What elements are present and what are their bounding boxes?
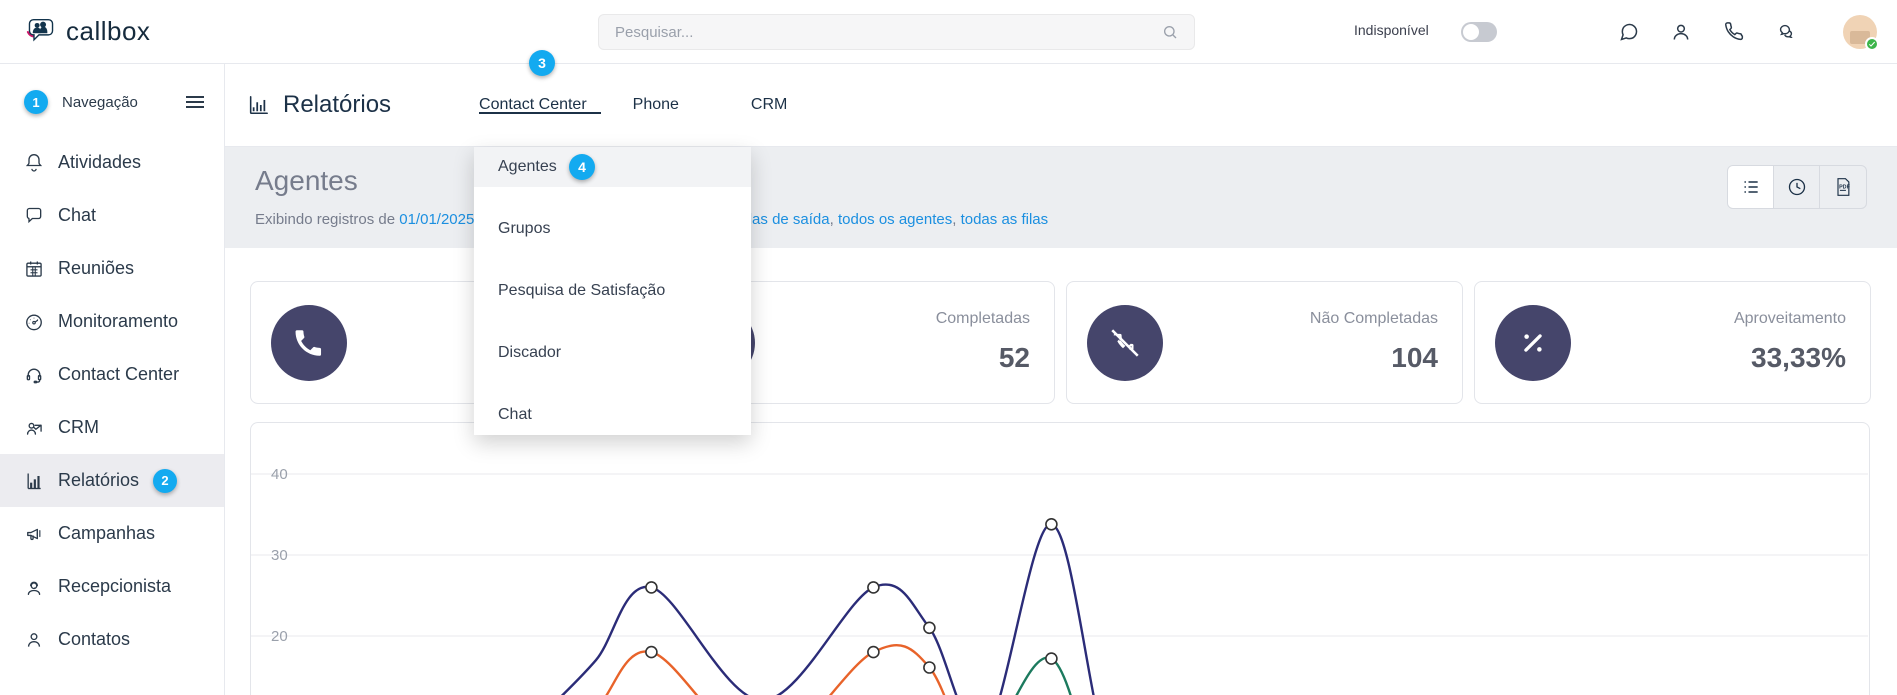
svg-text:40: 40 <box>271 466 288 483</box>
svg-text:20: 20 <box>271 628 288 645</box>
svg-text:PDF: PDF <box>1839 185 1851 191</box>
svg-text:30: 30 <box>271 547 288 564</box>
